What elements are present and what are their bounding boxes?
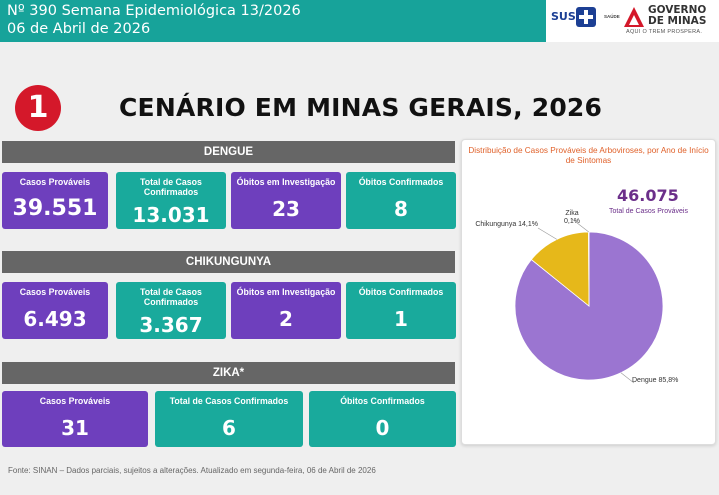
zika-section-header: ZIKA* bbox=[2, 362, 455, 384]
bulletin-number: Nº 390 Semana Epidemiológica 13/2026 bbox=[7, 3, 301, 19]
source-footnote: Fonte: SINAN – Dados parciais, sujeitos … bbox=[8, 466, 376, 475]
chik-obitos-investigacao-card: Óbitos em Investigação 2 bbox=[231, 282, 341, 339]
zika-total-confirmados-card: Total de Casos Confirmados 6 bbox=[155, 391, 303, 447]
dengue-total-confirmados-card: Total de Casos Confirmados 13.031 bbox=[116, 172, 226, 229]
chik-total-confirmados-card: Total de Casos Confirmados 3.367 bbox=[116, 282, 226, 339]
pie-leader-line bbox=[537, 227, 558, 240]
pie-slice-chikungunya bbox=[530, 231, 590, 307]
pie-chart-panel: Distribuição de Casos Prováveis de Arbov… bbox=[461, 139, 716, 445]
chikungunya-section-header: CHIKUNGUNYA bbox=[2, 251, 455, 273]
sus-logo: SUS bbox=[551, 10, 576, 23]
dengue-casos-provaveis-card: Casos Prováveis 39.551 bbox=[2, 172, 108, 229]
pie-leader-line bbox=[571, 218, 589, 233]
zika-obitos-confirmados-card: Óbitos Confirmados 0 bbox=[309, 391, 456, 447]
governo-minas-text: GOVERNO DE MINAS bbox=[648, 4, 707, 27]
chart-total-label: Total de Casos Prováveis bbox=[609, 208, 688, 215]
governo-minas-logo-icon bbox=[624, 7, 644, 27]
dengue-section-header: DENGUE bbox=[2, 141, 455, 163]
chik-casos-provaveis-card: Casos Prováveis 6.493 bbox=[2, 282, 108, 339]
pie-leader-line bbox=[620, 372, 635, 384]
chart-total-value: 46.075 bbox=[617, 186, 679, 205]
pie-label-chikungunya: Chikungunya 14,1% bbox=[475, 221, 538, 228]
page-title: CENÁRIO EM MINAS GERAIS, 2026 bbox=[119, 93, 603, 122]
chart-title: Distribuição de Casos Prováveis de Arbov… bbox=[468, 146, 709, 165]
saude-label: SAÚDE bbox=[604, 14, 620, 19]
header-bar: Nº 390 Semana Epidemiológica 13/2026 06 … bbox=[0, 0, 719, 42]
pie-chart: Dengue 85,8% Chikungunya 14,1% Zika 0,1% bbox=[475, 210, 678, 384]
pie-label-zika: Zika 0,1% bbox=[564, 210, 580, 225]
chik-obitos-confirmados-card: Óbitos Confirmados 1 bbox=[346, 282, 456, 339]
governo-minas-slogan: AQUI O TREM PROSPERA. bbox=[626, 29, 703, 35]
dengue-obitos-confirmados-card: Óbitos Confirmados 8 bbox=[346, 172, 456, 229]
section-number-badge: 1 bbox=[15, 85, 61, 131]
logos-area: SUS SAÚDE GOVERNO DE MINAS AQUI O TREM P… bbox=[546, 0, 719, 42]
sus-cross-icon bbox=[576, 7, 596, 27]
pie-label-dengue: Dengue 85,8% bbox=[632, 377, 678, 384]
dengue-obitos-investigacao-card: Óbitos em Investigação 23 bbox=[231, 172, 341, 229]
bulletin-date: 06 de Abril de 2026 bbox=[7, 21, 151, 37]
zika-casos-provaveis-card: Casos Prováveis 31 bbox=[2, 391, 148, 447]
